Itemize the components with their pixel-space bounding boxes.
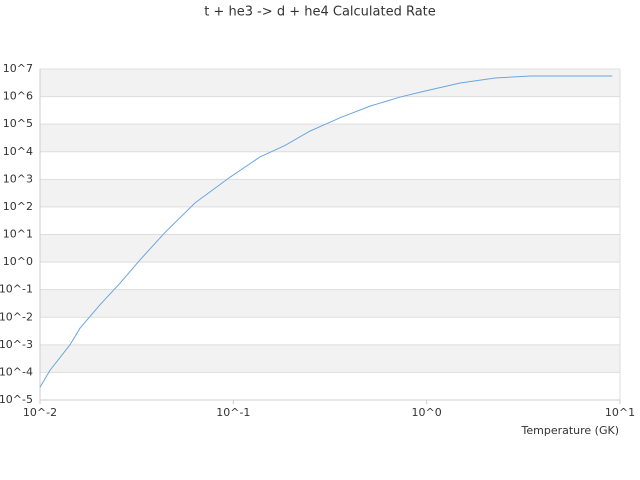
x-tick-label: 10^-2 [23, 406, 57, 419]
grid-band [40, 69, 620, 97]
y-tick-label: 10^-5 [0, 393, 33, 406]
grid-band [40, 344, 620, 373]
y-tick-label: 10^-1 [0, 283, 33, 296]
grid-band [40, 234, 620, 263]
y-tick-label: 10^1 [3, 228, 33, 241]
y-tick-label: 10^6 [3, 90, 33, 103]
data-line [39, 75, 613, 388]
y-tick-label: 10^5 [3, 117, 33, 130]
y-tick-label: 10^4 [3, 145, 33, 158]
x-tick-label: 10^0 [412, 406, 442, 419]
y-tick-label: 10^-3 [0, 338, 33, 351]
x-tick-label: 10^1 [605, 406, 635, 419]
x-axis-label: Temperature (GK) [521, 424, 620, 437]
y-tick-label: 10^-4 [0, 365, 33, 378]
grid-band [40, 179, 620, 207]
grid-band [40, 289, 620, 318]
y-tick-label: 10^2 [3, 200, 33, 213]
grid-band [40, 124, 620, 152]
y-tick-label: 10^-2 [0, 310, 33, 323]
y-tick-label: 10^3 [3, 172, 33, 185]
y-tick-label: 10^0 [3, 255, 33, 268]
chart-title: t + he3 -> d + he4 Calculated Rate [204, 5, 436, 20]
y-tick-label: 10^7 [3, 62, 33, 75]
x-tick-label: 10^-1 [216, 406, 250, 419]
